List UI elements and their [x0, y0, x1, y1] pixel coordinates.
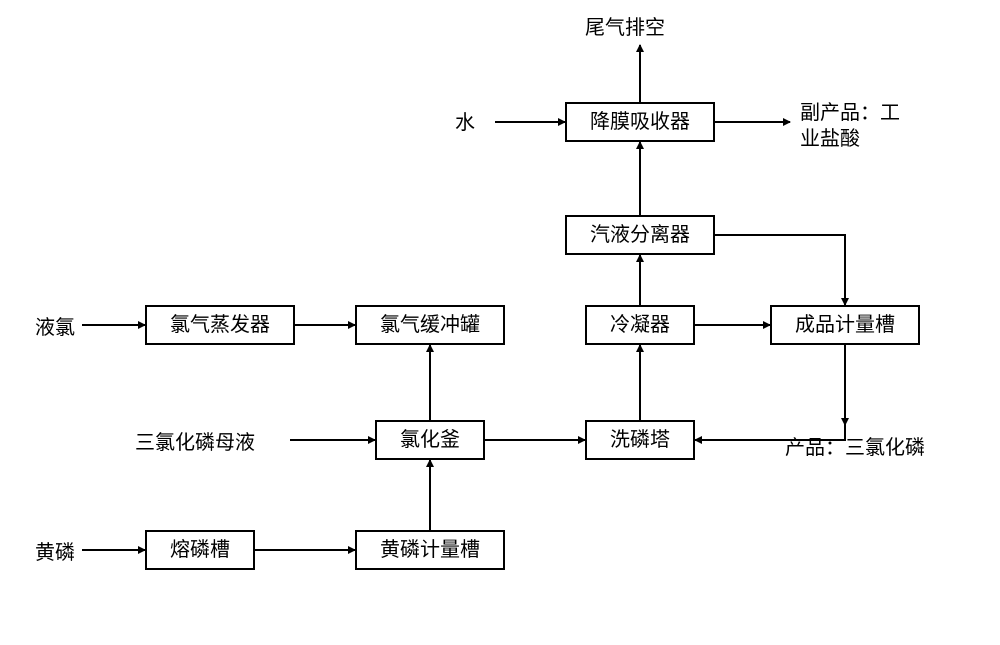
- flow-node-label: 氯气缓冲罐: [380, 313, 480, 337]
- flow-node-label: 降膜吸收器: [590, 110, 690, 134]
- flow-label-l_product: 产品：三氯化磷: [785, 435, 925, 461]
- flow-node-label: 洗磷塔: [610, 428, 670, 452]
- flow-node-n_metering: 成品计量槽: [770, 305, 920, 345]
- flow-label-l_mother: 三氯化磷母液: [135, 430, 255, 456]
- flow-node-n_evaporator: 氯气蒸发器: [145, 305, 295, 345]
- flow-node-n_ytank: 黄磷计量槽: [355, 530, 505, 570]
- flow-node-label: 氯化釜: [400, 428, 460, 452]
- flow-node-n_melt: 熔磷槽: [145, 530, 255, 570]
- flow-label-l_water: 水: [455, 110, 475, 136]
- flow-label-l_yellow_p: 黄磷: [35, 540, 75, 566]
- flow-node-n_washer: 洗磷塔: [585, 420, 695, 460]
- flow-node-n_absorber: 降膜吸收器: [565, 102, 715, 142]
- flow-edge-16: [695, 345, 845, 440]
- flow-label-l_liquid_cl: 液氯: [35, 315, 75, 341]
- flow-node-label: 成品计量槽: [795, 313, 895, 337]
- flow-label-l_byproduct: 副产品：工 业盐酸: [800, 100, 900, 152]
- flow-node-label: 黄磷计量槽: [380, 538, 480, 562]
- flow-node-n_condenser: 冷凝器: [585, 305, 695, 345]
- flow-node-label: 氯气蒸发器: [170, 313, 270, 337]
- flow-edge-15: [715, 235, 845, 305]
- flow-node-label: 汽液分离器: [590, 223, 690, 247]
- flow-node-n_separator: 汽液分离器: [565, 215, 715, 255]
- flow-label-l_exhaust: 尾气排空: [585, 15, 665, 41]
- flow-node-n_buffer: 氯气缓冲罐: [355, 305, 505, 345]
- flow-node-label: 冷凝器: [610, 313, 670, 337]
- flow-node-label: 熔磷槽: [170, 538, 230, 562]
- flow-node-n_reactor: 氯化釜: [375, 420, 485, 460]
